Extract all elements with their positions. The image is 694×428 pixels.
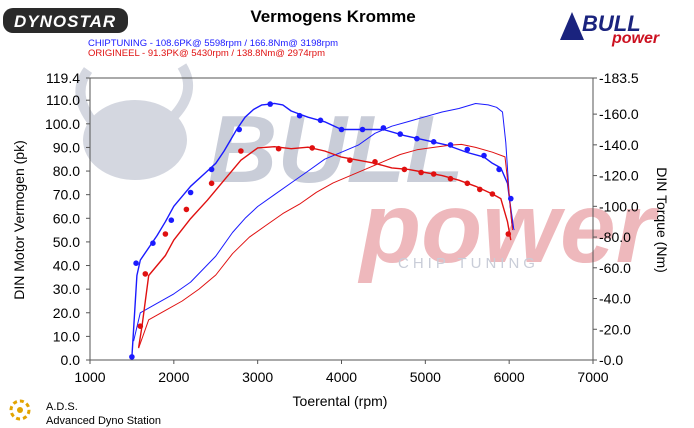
x-tick-label: 2000 [158,369,189,385]
data-point-origineel [372,159,378,165]
ads-long: Advanced Dyno Station [46,415,161,427]
data-point-origineel [208,180,215,187]
data-point-chiptuning [338,126,345,133]
x-tick-label: 4000 [326,369,357,385]
watermark-chip-tuning-text: CHIP TUNING [398,255,539,272]
data-point-chiptuning [430,139,437,145]
data-point-chiptuning [150,240,156,246]
watermark-bull-horn-right [168,63,194,122]
y-right-tick-label: -183.5 [599,70,639,86]
data-point-chiptuning [496,166,502,173]
data-point-chiptuning [317,117,324,124]
watermark-bull-head [83,100,187,180]
dynostar-logo-badge [3,8,128,33]
data-point-origineel [464,180,471,187]
bull-logo-icon [560,12,584,40]
data-point-origineel [347,157,353,163]
y-right-tick-label: -120.0 [599,168,639,184]
y-left-tick-label: 119.4 [46,70,80,86]
data-point-origineel [183,206,190,213]
ads-logo-core [17,407,23,413]
y-left-tick-label: 0.0 [61,352,81,368]
y-right-tick-label: -160.0 [599,106,639,122]
y-left-tick-label: 90.0 [53,139,80,155]
y-right-tick-label: -140.0 [599,137,639,153]
y-right-tick-label: -20.0 [599,321,631,337]
series-line-chiptuning-torque [131,102,515,357]
data-point-origineel [447,175,454,182]
ads-short: A.D.S. [46,401,78,413]
bull-power-logo: BULL power [560,11,660,47]
y-right-tick-label: -100.0 [599,198,639,214]
data-point-chiptuning [397,131,404,137]
data-point-chiptuning [481,152,487,159]
data-point-chiptuning [296,112,303,119]
data-point-chiptuning [133,260,139,267]
data-point-origineel [275,145,282,152]
y-left-tick-label: 60.0 [53,210,80,226]
watermark-bull-horn-left [75,67,99,129]
data-point-chiptuning [129,354,135,360]
x-tick-label: 1000 [74,369,105,385]
data-point-origineel [489,191,496,197]
dynostar-logo-text: DYNOSTAR [14,12,116,31]
y-left-tick-label: 10.0 [53,328,80,344]
data-point-origineel [430,171,437,177]
data-point-origineel [401,166,408,173]
y-left-tick-label: 110.0 [46,92,80,108]
x-tick-label: 3000 [242,369,273,385]
y-right-tick-label: -60.0 [599,260,631,276]
data-point-origineel [505,231,512,237]
data-point-chiptuning [359,126,366,133]
data-point-origineel [162,231,169,237]
y-left-tick-label: 50.0 [53,234,80,250]
y-axis-left-label: DIN Motor Vermogen (pk) [11,140,27,300]
y-right-tick-label: -80.0 [599,229,631,245]
y-axis-right-label: DIN Torque (Nm) [654,167,670,273]
y-left-tick-label: 70.0 [53,187,80,203]
data-point-origineel [238,148,244,154]
dynostar-logo: DYNOSTAR [3,8,128,33]
data-point-chiptuning [414,135,420,142]
data-point-origineel [137,323,144,330]
chart-title: Vermogens Kromme [250,7,415,26]
series-layer [129,101,515,360]
data-point-chiptuning [508,195,514,202]
data-point-chiptuning [236,126,242,133]
data-point-origineel [309,145,316,151]
data-point-chiptuning [380,125,387,131]
x-tick-label: 7000 [577,369,608,385]
data-point-origineel [477,186,483,193]
series-line-origineel-torque [137,145,512,348]
data-point-chiptuning [187,189,194,196]
data-point-origineel [418,169,424,176]
y-left-tick-label: 80.0 [53,163,80,179]
data-point-chiptuning [267,101,274,107]
ads-logo [9,399,31,421]
series-line-origineel-power [138,143,513,349]
data-point-chiptuning [208,166,215,173]
y-left-tick-label: 30.0 [53,281,80,297]
ads-logo-icon [9,399,31,421]
power-logo-text: power [611,30,660,47]
y-left-tick-label: 40.0 [53,258,80,274]
legend-origineel: ORIGINEEL - 91.3PK@ 5430rpm / 138.8Nm@ 2… [88,48,325,59]
y-right-tick-label: -40.0 [599,291,631,307]
legend-chiptuning: CHIPTUNING - 108.6PK@ 5598rpm / 166.8Nm@… [88,38,338,49]
axis-ticks: 1000 2000 3000 4000 5000 6000 7000 0.0 10.0 20.0 3… [45,70,639,385]
series-line-chiptuning-power [133,103,515,342]
y-left-tick-label: 20.0 [53,305,80,321]
data-point-chiptuning [168,217,175,223]
data-point-chiptuning [464,146,471,153]
y-left-tick-label: 100.0 [45,116,80,132]
bull-logo-text: BULL [582,11,641,36]
x-axis-label: Toerental (rpm) [293,393,388,409]
x-tick-label: 5000 [410,369,441,385]
data-point-chiptuning [447,142,454,148]
y-right-tick-label: -0.0 [599,352,623,368]
x-tick-label: 6000 [494,369,525,385]
data-point-origineel [142,271,149,277]
